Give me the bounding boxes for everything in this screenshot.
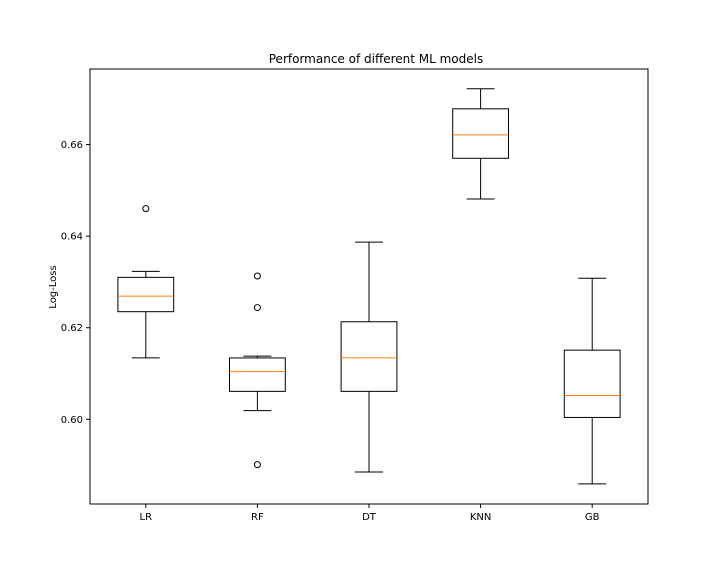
y-tick-label: 0.66	[61, 140, 83, 151]
iqr-box	[229, 357, 286, 392]
box-gb	[563, 277, 621, 485]
iqr-box	[452, 108, 510, 159]
outlier-point	[253, 461, 261, 469]
iqr-box	[117, 276, 175, 313]
x-tick-label: GB	[585, 512, 600, 523]
x-tick-label: KNN	[470, 512, 492, 523]
box-dt	[340, 241, 398, 473]
y-axis: 0.60 0.62 0.64 0.66	[61, 140, 90, 426]
x-tick-label: RF	[251, 512, 264, 523]
x-axis: LR RF DT KNN GB	[140, 504, 600, 523]
iqr-box	[563, 349, 621, 418]
x-tick-label: LR	[140, 512, 153, 523]
outlier-point	[142, 205, 150, 213]
x-tick-label: DT	[362, 512, 377, 523]
chart-title: Performance of different ML models	[269, 52, 484, 66]
box-series	[117, 88, 621, 485]
y-tick-label: 0.60	[61, 415, 83, 426]
outlier-point	[253, 272, 261, 280]
y-tick-label: 0.64	[61, 232, 83, 243]
outlier-point	[253, 304, 261, 312]
box-knn	[452, 88, 510, 200]
iqr-box	[340, 321, 398, 392]
y-axis-label: Log-Loss	[48, 265, 59, 308]
y-tick-label: 0.62	[61, 323, 83, 334]
box-rf	[229, 272, 286, 469]
box-lr	[117, 205, 175, 359]
